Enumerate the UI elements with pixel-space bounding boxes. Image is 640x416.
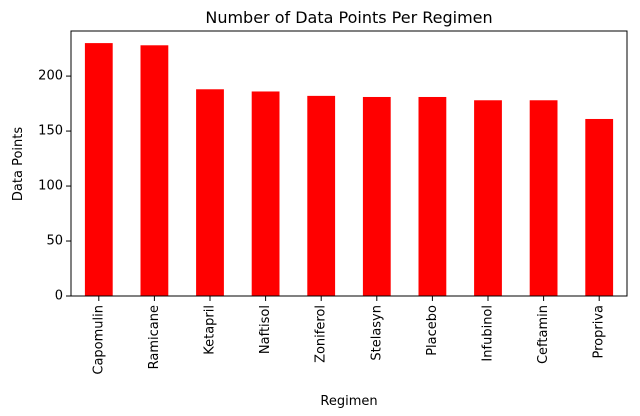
- y-axis-label: Data Points: [11, 127, 26, 201]
- bar-stelasyn: [362, 96, 391, 296]
- y-tick-label: 100: [38, 179, 63, 194]
- x-tick-label: Zoniferol: [314, 305, 329, 363]
- y-tick-label: 150: [38, 124, 63, 139]
- x-tick-label: Naftisol: [258, 305, 273, 354]
- bar-ramicane: [140, 45, 169, 296]
- x-axis-ticks: Capomulin Ramicane Ketapril Naftisol Zonifer…: [91, 296, 607, 375]
- x-tick-label: Ketapril: [203, 305, 218, 355]
- x-tick-label: Ceftamin: [536, 305, 551, 364]
- chart-title: Number of Data Points Per Regimen: [205, 8, 492, 27]
- bar-capomulin: [84, 43, 113, 296]
- y-axis-ticks: 0 50 100 150 200: [38, 69, 71, 304]
- bar-zoniferol: [307, 95, 336, 296]
- bar-infubinol: [474, 100, 502, 297]
- bars-group: [84, 43, 614, 297]
- x-tick-label: Infubinol: [481, 305, 496, 362]
- x-axis-label: Regimen: [320, 394, 377, 409]
- y-tick-label: 200: [38, 69, 63, 84]
- bar-ketapril: [196, 89, 224, 296]
- bar-placebo: [418, 96, 447, 296]
- x-tick-label: Stelasyn: [369, 305, 384, 361]
- bar-propriva: [585, 118, 614, 296]
- x-tick-label: Capomulin: [91, 305, 106, 375]
- x-tick-label: Placebo: [425, 305, 440, 356]
- y-tick-label: 0: [55, 289, 63, 304]
- x-tick-label: Propriva: [592, 305, 607, 359]
- bar-ceftamin: [529, 100, 558, 297]
- bar-naftisol: [251, 91, 280, 296]
- y-tick-label: 50: [46, 234, 63, 249]
- x-tick-label: Ramicane: [147, 305, 162, 369]
- plot-frame: [70, 30, 628, 297]
